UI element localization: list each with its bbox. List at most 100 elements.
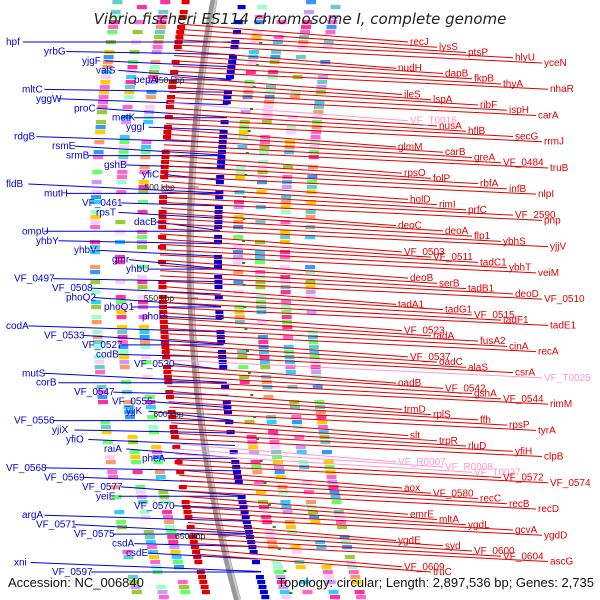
feature-block <box>142 375 153 380</box>
feature-block <box>177 580 188 585</box>
gene-label: ptsP <box>468 47 488 58</box>
gene-label: VF_0515 <box>474 310 515 321</box>
feature-block <box>100 425 111 430</box>
gene-label: nudH <box>398 63 422 74</box>
gene-label: argA <box>22 510 43 521</box>
gene-leader <box>162 170 508 190</box>
feature-block <box>160 325 169 330</box>
gene-leader <box>177 464 549 484</box>
feature-block <box>217 340 226 345</box>
feature-block <box>91 180 102 185</box>
gene-label: csdA <box>112 539 135 550</box>
gene-label: VF_0609 <box>404 562 445 573</box>
feature-block <box>136 5 147 10</box>
feature-block <box>323 460 334 465</box>
feature-block <box>283 345 294 350</box>
feature-block <box>259 145 270 150</box>
gene-leader <box>28 325 223 333</box>
feature-block <box>160 335 169 340</box>
gene-leader <box>167 396 432 416</box>
feature-block <box>255 15 266 20</box>
minor-tick <box>247 372 251 374</box>
gene-label: trmD <box>404 404 426 415</box>
feature-block <box>194 560 203 565</box>
gene-label: phoP <box>142 311 166 322</box>
feature-block <box>252 560 260 565</box>
gene-label: VF_0572 <box>503 473 544 484</box>
feature-block <box>155 25 166 30</box>
feature-block <box>108 25 119 30</box>
gene-label: hflB <box>468 126 486 137</box>
gene-leader <box>187 522 397 542</box>
feature-block <box>226 70 235 75</box>
gene-label: lysS <box>439 42 458 53</box>
gene-leader <box>148 552 258 560</box>
feature-block <box>163 365 171 370</box>
feature-block <box>166 530 177 535</box>
feature-block <box>350 575 361 580</box>
gene-leader <box>104 60 234 68</box>
gene-label: yhbU <box>126 264 149 275</box>
feature-block <box>93 150 104 155</box>
minor-tick <box>253 416 256 418</box>
gene-label: yfiC <box>142 170 159 181</box>
gene-leader <box>161 186 438 206</box>
gene-leader <box>160 296 473 316</box>
gene-leader <box>173 438 543 458</box>
feature-block <box>163 370 172 375</box>
gene-leader <box>180 485 508 505</box>
feature-block <box>248 50 259 55</box>
feature-block <box>138 185 149 190</box>
feature-block <box>109 15 120 20</box>
gene-leader <box>185 511 514 531</box>
gene-label: infB <box>509 184 527 195</box>
feature-block <box>90 270 101 275</box>
feature-block <box>140 155 151 160</box>
gene-label: yggI <box>126 122 145 133</box>
gene-leader <box>66 50 236 55</box>
feature-block <box>294 435 305 440</box>
gene-leader <box>118 69 232 80</box>
feature-block <box>280 235 291 240</box>
gene-label: csrA <box>515 368 535 379</box>
feature-block <box>305 235 316 240</box>
scale-label: 650 kbp <box>175 531 206 541</box>
feature-block <box>124 90 135 95</box>
feature-block <box>240 110 251 115</box>
gene-leader <box>169 406 508 426</box>
feature-block <box>233 250 243 255</box>
feature-block <box>285 365 296 370</box>
feature-block <box>228 60 237 65</box>
feature-block <box>309 145 320 150</box>
feature-block <box>138 315 149 320</box>
feature-block <box>328 590 339 595</box>
feature-block <box>115 220 126 225</box>
gene-leader <box>182 495 409 515</box>
feature-block <box>160 165 169 170</box>
gene-label: VF_T0027 <box>474 467 521 478</box>
feature-block <box>96 120 106 125</box>
feature-block <box>129 50 140 55</box>
gene-label: VF_0461 <box>82 198 123 209</box>
gene-leader <box>161 306 549 326</box>
feature-block <box>141 355 152 360</box>
gene-label: ribF <box>480 100 497 111</box>
gene-label: carA <box>538 110 559 121</box>
feature-block <box>116 315 127 320</box>
gene-leader <box>171 422 438 442</box>
feature-block <box>215 180 224 185</box>
feature-block <box>124 85 135 90</box>
feature-block <box>140 515 151 520</box>
feature-block <box>101 70 112 75</box>
feature-block <box>315 540 326 545</box>
gene-leader <box>28 183 222 194</box>
feature-block <box>237 5 246 10</box>
gene-label: yggW <box>36 94 62 105</box>
feature-block <box>216 175 225 180</box>
feature-block <box>97 395 108 400</box>
gene-leader <box>166 385 549 405</box>
feature-block <box>111 495 122 500</box>
feature-block <box>147 415 158 420</box>
gene-leader <box>178 28 438 48</box>
